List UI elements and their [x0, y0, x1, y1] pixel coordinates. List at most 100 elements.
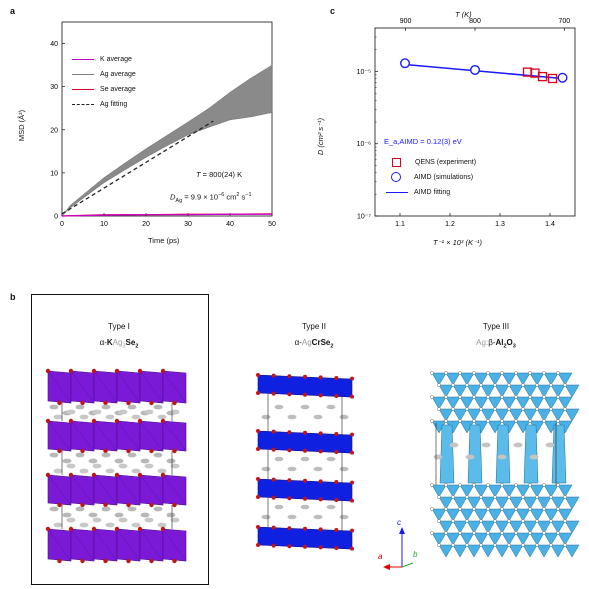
ag-atom [170, 463, 180, 469]
se-atom [303, 496, 307, 501]
ag-atom [166, 458, 176, 464]
al-tetrahedron [466, 384, 482, 398]
ag-atom [339, 466, 349, 472]
al-tetrahedron [480, 520, 496, 534]
type-iii-title: Type III [482, 322, 510, 331]
se-atom [45, 526, 51, 532]
ag-atom [66, 409, 76, 415]
ag-atom [465, 454, 475, 460]
d-exp: −6 [218, 192, 225, 198]
ag-atom [157, 522, 167, 528]
al-tetrahedron [431, 372, 447, 386]
se-atom [103, 448, 108, 454]
al-tetrahedron [522, 384, 538, 398]
se-atom [137, 368, 143, 374]
al-tetrahedron [501, 508, 517, 522]
o-atom [458, 395, 462, 399]
ag-atom [287, 466, 297, 472]
octahedron-edge [47, 474, 72, 506]
msd-x-tick-label: 10 [100, 221, 108, 228]
o-atom [458, 483, 462, 487]
al-tetrahedron [431, 396, 447, 410]
o-atom [500, 483, 504, 487]
o-atom [542, 507, 546, 511]
msd-y-tick-label: 0 [54, 214, 58, 221]
ag-atom [53, 468, 63, 474]
octahedron-edge [70, 420, 95, 452]
o-atom [472, 531, 476, 535]
axis-label-c: c [397, 518, 401, 527]
al-tetrahedron [452, 544, 468, 558]
ag-atom [433, 454, 443, 460]
ag-atom [287, 414, 297, 420]
ag-atom [101, 452, 111, 458]
se-atom [80, 502, 85, 508]
se-atom [160, 472, 166, 478]
o-atom [549, 519, 553, 523]
se-atom [334, 480, 339, 484]
o-atom [514, 507, 518, 511]
se-atom [350, 528, 354, 533]
o-atom [500, 395, 504, 399]
al-tetrahedron [459, 508, 475, 522]
se-atom [91, 526, 97, 532]
al-tetrahedron [501, 532, 517, 546]
qens-point [547, 73, 558, 84]
se-atom [318, 393, 323, 398]
ag-atom [75, 506, 85, 512]
ag-atom [274, 456, 284, 462]
ag-atom [300, 504, 310, 510]
diffusion-arrhenius-chart: 1.1 1.2 1.3 1.4 900 800 700 10⁻⁷ 10⁻⁶ 10⁻⁵ [357, 18, 576, 228]
msd-y-tick-label: 10 [50, 170, 58, 177]
ag-atom [144, 517, 154, 523]
legend-label-ag: Ag average [100, 71, 136, 78]
ag-atom [118, 409, 128, 415]
o-atom [556, 371, 560, 375]
al-tetrahedron [550, 544, 566, 558]
al-tetrahedron [431, 484, 447, 498]
al-tetrahedron [536, 496, 552, 510]
type-ii-formula: α-AgCrSe2 [244, 338, 384, 350]
type-ii-prefix: α- [294, 338, 302, 347]
al-tetrahedron [431, 532, 447, 546]
se-atom [350, 546, 354, 551]
al-tetrahedron [466, 496, 482, 510]
o-atom [563, 519, 567, 523]
al-tetrahedron [480, 496, 496, 510]
al-tetrahedron [536, 384, 552, 398]
ag-atom [313, 514, 323, 520]
ag-atom [326, 456, 336, 462]
se-atom [114, 526, 120, 532]
o-atom [493, 543, 497, 547]
se-atom [45, 472, 51, 478]
se-atom [334, 450, 339, 454]
arrhenius-x-tick-label: 1.4 [545, 221, 555, 228]
o-atom [563, 543, 567, 547]
al-tetrahedron [438, 384, 454, 398]
octahedron-edge [162, 420, 187, 452]
o-atom [521, 543, 525, 547]
octahedron-edge [116, 528, 141, 562]
o-atom [451, 407, 455, 411]
type-i-ag-sub: 3 [122, 343, 126, 350]
octahedron-edge [47, 370, 72, 404]
octahedron-edge [162, 528, 187, 562]
o-atom [542, 371, 546, 375]
ag-atom [140, 512, 150, 518]
octahedron-edge [93, 474, 118, 506]
o-atom [500, 419, 504, 423]
o-atom [472, 371, 476, 375]
al-tetrahedron [487, 484, 503, 498]
ag-atom [105, 522, 115, 528]
al-tetrahedron [494, 384, 510, 398]
arrhenius-y-tick-label: 10⁻⁶ [357, 141, 371, 148]
se-atom [256, 447, 260, 451]
se-atom [318, 497, 323, 502]
k-average-line [61, 213, 272, 217]
o-atom [458, 507, 462, 511]
o-atom [563, 495, 567, 499]
al-tetrahedron [557, 532, 573, 546]
se-atom [287, 392, 292, 397]
o-atom [430, 507, 434, 511]
spinel-pillar [495, 424, 511, 484]
